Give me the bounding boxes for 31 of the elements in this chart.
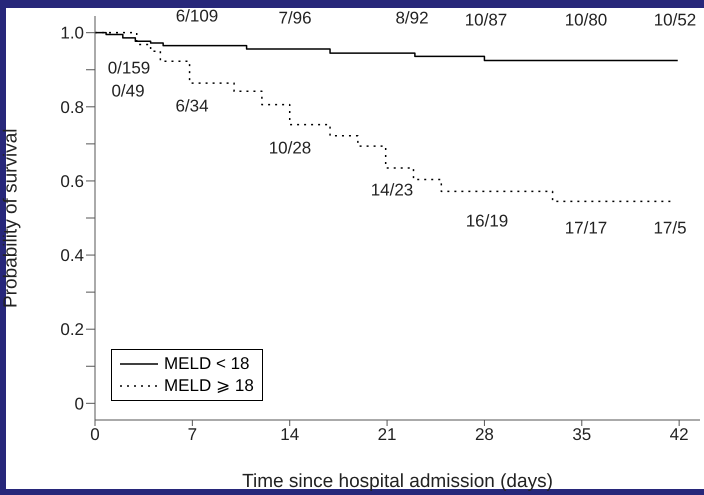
annotation: 16/19 — [466, 212, 508, 230]
annotation: 14/23 — [370, 180, 414, 200]
annotation: 0/49 — [111, 82, 145, 100]
x-tick-label: 7 — [188, 425, 198, 444]
annotation: 6/109 — [176, 6, 218, 26]
y-tick-label: 0.8 — [60, 98, 84, 117]
x-tick-label: 28 — [474, 425, 494, 444]
annotation: 10/80 — [564, 10, 608, 30]
annotation: 10/87 — [464, 10, 508, 30]
annotation: 8/92 — [395, 8, 429, 28]
x-tick-label: 42 — [670, 425, 689, 444]
y-axis-title: Probability of survival — [0, 128, 22, 308]
legend-label: MELD < 18 — [164, 353, 250, 375]
y-tick-label: 0.4 — [60, 246, 84, 266]
x-tick-label: 0 — [90, 425, 100, 444]
x-tick-label: 21 — [378, 425, 397, 444]
y-tick-label: 0 — [74, 394, 84, 414]
legend-label: MELD ⩾ 18 — [164, 375, 254, 397]
x-axis-title: Time since hospital admission (days) — [242, 471, 553, 492]
annotation: 0/159 — [108, 58, 150, 78]
annotation: 7/96 — [278, 8, 312, 28]
x-tick-label: 14 — [280, 425, 300, 444]
annotation: 10/28 — [268, 138, 312, 158]
x-tick-label: 35 — [572, 425, 592, 444]
annotation: 10/52 — [654, 10, 696, 30]
annotation: 17/5 — [653, 218, 687, 238]
y-tick-label: 0.2 — [60, 320, 84, 340]
y-tick-label: 1.0 — [60, 24, 84, 43]
annotation: 17/17 — [564, 218, 608, 238]
annotation: 6/34 — [175, 96, 209, 116]
y-tick-label: 0.6 — [60, 172, 84, 191]
